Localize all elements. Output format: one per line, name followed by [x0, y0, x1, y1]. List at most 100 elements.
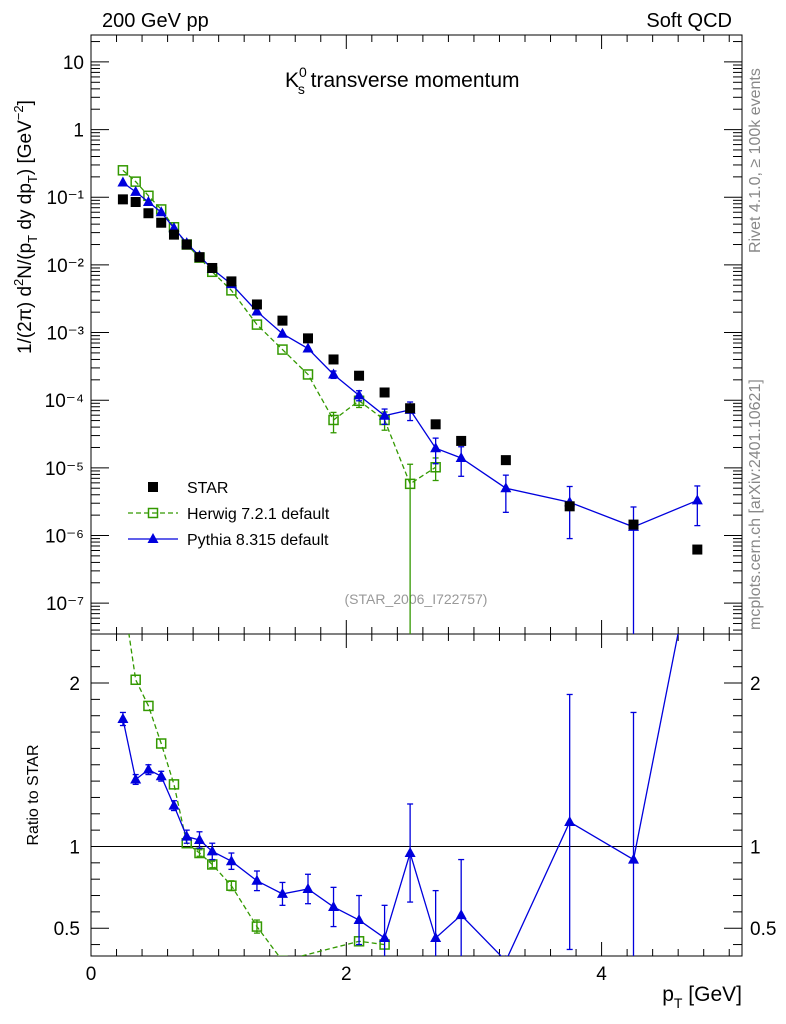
- star-point-main: [130, 197, 141, 208]
- star-point-main: [303, 333, 313, 344]
- pythia-point-ratio: [404, 847, 416, 858]
- pythia-point-ratio: [505, 954, 507, 956]
- pythia-point-main: [379, 409, 391, 420]
- star-point-main: [194, 252, 205, 263]
- herwig-point-ratio: [168, 779, 180, 790]
- pythia-point-ratio: [130, 773, 142, 784]
- y-tick-label-ratio: 2: [69, 674, 80, 695]
- herwig-point-ratio: [251, 921, 263, 932]
- pythia-point-main: [691, 494, 703, 505]
- ratio-series-layer: [117, 530, 703, 956]
- herwig-point-ratio: [143, 700, 154, 712]
- pythia-point-ratio: [430, 932, 442, 943]
- pythia-point-main: [142, 196, 154, 207]
- star-point-main: [564, 501, 575, 512]
- y-tick-label-main: 10⁻²: [47, 256, 85, 277]
- pythia-point-ratio: [225, 855, 237, 866]
- pythia-point-main: [251, 305, 263, 316]
- y-tick-label-ratio: 0.5: [54, 919, 80, 940]
- star-point-main: [226, 276, 237, 287]
- star-point-main: [628, 519, 639, 530]
- legend: STAR Herwig 7.2.1 default Pythia 8.315 def…: [128, 480, 330, 549]
- plot-title: K0 s transverse momentum: [285, 64, 520, 97]
- y-tick-label-ratio-right: 2: [750, 674, 761, 695]
- pythia-point-ratio: [328, 900, 340, 911]
- star-point-main: [251, 299, 262, 310]
- ratio-y-axis-label: Ratio to STAR: [25, 744, 42, 845]
- y-tick-label-main: 10⁻⁷: [46, 594, 84, 615]
- pythia-point-main: [353, 389, 365, 400]
- herwig-line-main: [122, 169, 437, 485]
- star-point-main: [405, 403, 416, 414]
- herwig-point-ratio: [226, 880, 237, 891]
- herwig-point-main: [328, 414, 339, 426]
- pythia-point-main: [168, 222, 180, 233]
- pythia-line-ratio: [122, 634, 679, 956]
- herwig-point-main: [117, 165, 129, 176]
- star-point-main: [207, 262, 218, 273]
- legend-marker-pythia: [147, 533, 159, 543]
- star-point-main: [181, 239, 192, 250]
- legend-label-herwig: Herwig 7.2.1 default: [187, 506, 330, 523]
- pythia-point-ratio: [206, 845, 218, 856]
- herwig-point-main: [302, 369, 314, 380]
- pythia-point-ratio: [692, 530, 703, 540]
- pythia-point-main: [117, 176, 129, 187]
- header-right: Soft QCD: [646, 10, 732, 32]
- star-point-main: [692, 544, 703, 555]
- ratio-plot-frame: [90, 633, 743, 957]
- header-left: 200 GeV pp: [102, 10, 209, 32]
- legend-marker-star: [148, 482, 158, 492]
- star-point-main: [156, 217, 167, 228]
- x-axis-label: pT [GeV]: [662, 983, 742, 1011]
- pythia-point-ratio: [168, 799, 180, 810]
- legend-label-star: STAR: [187, 480, 228, 497]
- pythia-point-main: [276, 327, 288, 338]
- herwig-point-main: [404, 478, 416, 490]
- herwig-point-ratio: [130, 674, 141, 686]
- legend-label-pythia: Pythia 8.315 default: [187, 532, 329, 549]
- pythia-point-ratio: [194, 833, 205, 844]
- analysis-watermark: (STAR_2006_I722757): [345, 591, 488, 607]
- pythia-point-ratio: [276, 887, 288, 898]
- pythia-point-ratio: [455, 909, 467, 920]
- pythia-point-ratio: [142, 763, 154, 774]
- pythia-point-main: [455, 451, 467, 462]
- star-point-main: [500, 455, 511, 466]
- y-tick-label-ratio: 1: [69, 837, 80, 858]
- pythia-point-ratio: [251, 874, 263, 885]
- pythia-point-main: [155, 206, 167, 217]
- y-tick-label-ratio-right: 0.5: [750, 919, 776, 940]
- main-series-layer: [117, 165, 703, 634]
- x-tick-label: 4: [596, 964, 607, 985]
- pythia-point-ratio: [379, 932, 391, 943]
- y-tick-label-main: 10⁻⁵: [45, 459, 84, 480]
- pythia-point-ratio: [117, 712, 129, 723]
- herwig-point-ratio: [155, 738, 167, 749]
- star-point-main: [143, 208, 154, 219]
- star-point-main: [430, 419, 441, 430]
- herwig-point-main: [251, 319, 263, 330]
- pythia-point-ratio: [353, 914, 365, 925]
- pythia-point-main: [130, 185, 142, 196]
- y-tick-label-main: 10⁻⁴: [45, 391, 84, 412]
- y-tick-label-ratio-right: 1: [750, 837, 761, 858]
- y-tick-label-main: 10⁻³: [47, 324, 85, 345]
- star-point-main: [168, 229, 179, 240]
- y-tick-label-main: 10⁻¹: [47, 188, 85, 209]
- star-point-main: [456, 435, 467, 446]
- pythia-point-ratio: [564, 815, 576, 826]
- y-tick-label-main: 10⁻⁶: [45, 527, 84, 548]
- star-point-main: [117, 194, 128, 205]
- pythia-point-main: [430, 442, 442, 453]
- x-tick-label: 0: [86, 964, 97, 985]
- pythia-line-main: [122, 181, 698, 528]
- axis-ticks: 0 2 4 10⁻⁷ 10⁻⁶ 10⁻⁵ 10⁻⁴ 10⁻³ 10⁻² 10⁻¹ 1 10 0.5 0.5…: [45, 35, 776, 985]
- star-point-main: [328, 354, 339, 365]
- pythia-point-main: [328, 368, 340, 379]
- side-label-mcplots: mcplots.cern.ch [arXiv:2401.10621]: [747, 379, 764, 630]
- legend-marker-herwig: [147, 507, 159, 519]
- pythia-point-main: [500, 482, 512, 493]
- pythia-point-ratio: [181, 830, 193, 841]
